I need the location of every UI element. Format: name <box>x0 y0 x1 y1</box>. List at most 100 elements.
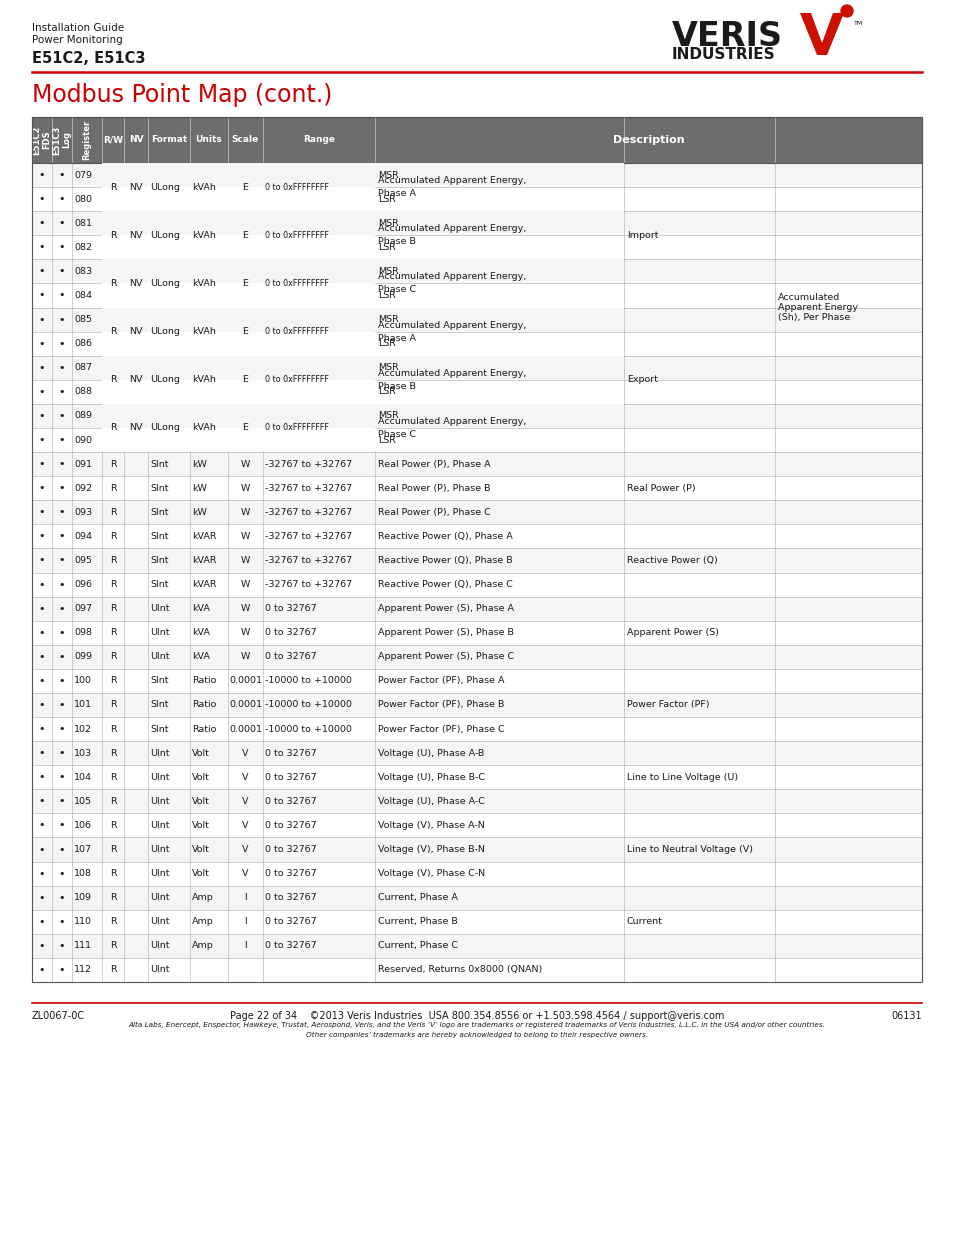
Bar <box>32 693 921 718</box>
Text: R: R <box>110 375 116 384</box>
Text: Reactive Power (Q), Phase A: Reactive Power (Q), Phase A <box>377 532 512 541</box>
Bar <box>32 718 921 741</box>
Text: UInt: UInt <box>150 941 170 951</box>
Bar <box>375 163 623 186</box>
Text: Power Monitoring: Power Monitoring <box>32 35 123 44</box>
Text: •: • <box>59 315 65 325</box>
Text: •: • <box>39 676 45 685</box>
Text: UInt: UInt <box>150 629 170 637</box>
Bar <box>102 332 375 356</box>
Text: Ratio: Ratio <box>192 700 216 709</box>
Bar <box>102 308 375 332</box>
Text: -10000 to +10000: -10000 to +10000 <box>265 725 352 734</box>
Text: Real Power (P): Real Power (P) <box>626 484 695 493</box>
Text: kVAh: kVAh <box>192 424 215 432</box>
Text: •: • <box>39 556 45 566</box>
Text: Apparent Power (S), Phase B: Apparent Power (S), Phase B <box>377 629 514 637</box>
Text: •: • <box>39 652 45 662</box>
Bar <box>375 356 623 380</box>
Text: W: W <box>240 508 250 516</box>
Text: R: R <box>110 652 116 661</box>
Text: •: • <box>59 219 65 228</box>
Bar <box>32 645 921 669</box>
Text: •: • <box>59 627 65 637</box>
Text: •: • <box>39 845 45 855</box>
Text: Power Factor (PF): Power Factor (PF) <box>626 700 709 709</box>
Bar <box>32 525 921 548</box>
Text: •: • <box>59 338 65 348</box>
Text: 106: 106 <box>74 821 91 830</box>
Text: SInt: SInt <box>150 677 169 685</box>
Text: 080: 080 <box>74 195 91 204</box>
Text: •: • <box>59 676 65 685</box>
Text: 088: 088 <box>74 388 91 396</box>
Text: Units: Units <box>195 136 222 144</box>
Text: 0 to 32767: 0 to 32767 <box>265 869 316 878</box>
Text: 084: 084 <box>74 291 91 300</box>
Text: 104: 104 <box>74 773 91 782</box>
Text: •: • <box>59 290 65 300</box>
Text: •: • <box>39 941 45 951</box>
Bar <box>32 862 921 885</box>
Text: E51C2, E51C3: E51C2, E51C3 <box>32 51 146 65</box>
Text: Accumulated Apparent Energy,: Accumulated Apparent Energy, <box>377 321 526 330</box>
Text: Range: Range <box>303 136 335 144</box>
Text: Volt: Volt <box>192 748 210 757</box>
Bar <box>102 235 375 259</box>
Text: ULong: ULong <box>150 231 180 240</box>
Text: 086: 086 <box>74 340 91 348</box>
Text: Modbus Point Map (cont.): Modbus Point Map (cont.) <box>32 83 332 107</box>
Text: Reactive Power (Q), Phase C: Reactive Power (Q), Phase C <box>377 580 513 589</box>
Bar <box>375 211 623 235</box>
Text: •: • <box>39 579 45 589</box>
Text: Real Power (P), Phase A: Real Power (P), Phase A <box>377 459 490 468</box>
Text: Volt: Volt <box>192 821 210 830</box>
Text: 0 to 0xFFFFFFFF: 0 to 0xFFFFFFFF <box>265 183 329 191</box>
Text: W: W <box>240 652 250 661</box>
Text: •: • <box>39 797 45 806</box>
Text: 0 to 0xFFFFFFFF: 0 to 0xFFFFFFFF <box>265 327 329 336</box>
Bar <box>32 814 921 837</box>
Text: -32767 to +32767: -32767 to +32767 <box>265 580 352 589</box>
Bar <box>32 284 921 308</box>
Text: R: R <box>110 677 116 685</box>
Text: •: • <box>59 579 65 589</box>
Text: kVAR: kVAR <box>192 532 216 541</box>
Text: 082: 082 <box>74 243 91 252</box>
Text: R: R <box>110 532 116 541</box>
Text: •: • <box>59 724 65 734</box>
Text: kVA: kVA <box>192 629 210 637</box>
Text: MSR: MSR <box>377 363 398 372</box>
Text: UInt: UInt <box>150 845 170 855</box>
Text: •: • <box>59 652 65 662</box>
Bar <box>375 186 623 211</box>
Text: Amp: Amp <box>192 918 213 926</box>
Text: V: V <box>242 845 249 855</box>
Bar <box>32 741 921 766</box>
Text: Voltage (V), Phase C-N: Voltage (V), Phase C-N <box>377 869 485 878</box>
Text: •: • <box>39 748 45 758</box>
Text: Current: Current <box>626 918 662 926</box>
Text: 097: 097 <box>74 604 91 613</box>
Bar <box>32 235 921 259</box>
Text: R: R <box>110 629 116 637</box>
Text: 090: 090 <box>74 436 91 445</box>
Text: 083: 083 <box>74 267 92 275</box>
Text: W: W <box>240 604 250 613</box>
Bar <box>32 452 921 477</box>
Text: Ratio: Ratio <box>192 677 216 685</box>
Text: SInt: SInt <box>150 484 169 493</box>
Text: 109: 109 <box>74 893 91 903</box>
Text: 095: 095 <box>74 556 91 564</box>
Text: 0 to 32767: 0 to 32767 <box>265 773 316 782</box>
Bar <box>32 211 921 235</box>
Bar <box>102 259 375 284</box>
Text: LSR: LSR <box>377 388 395 396</box>
Text: 0.0001: 0.0001 <box>229 725 262 734</box>
Text: NV: NV <box>129 183 143 191</box>
Text: •: • <box>39 242 45 252</box>
Text: W: W <box>240 459 250 468</box>
Text: •: • <box>59 556 65 566</box>
Text: Reserved, Returns 0x8000 (QNAN): Reserved, Returns 0x8000 (QNAN) <box>377 966 541 974</box>
Text: 0 to 0xFFFFFFFF: 0 to 0xFFFFFFFF <box>265 231 329 240</box>
